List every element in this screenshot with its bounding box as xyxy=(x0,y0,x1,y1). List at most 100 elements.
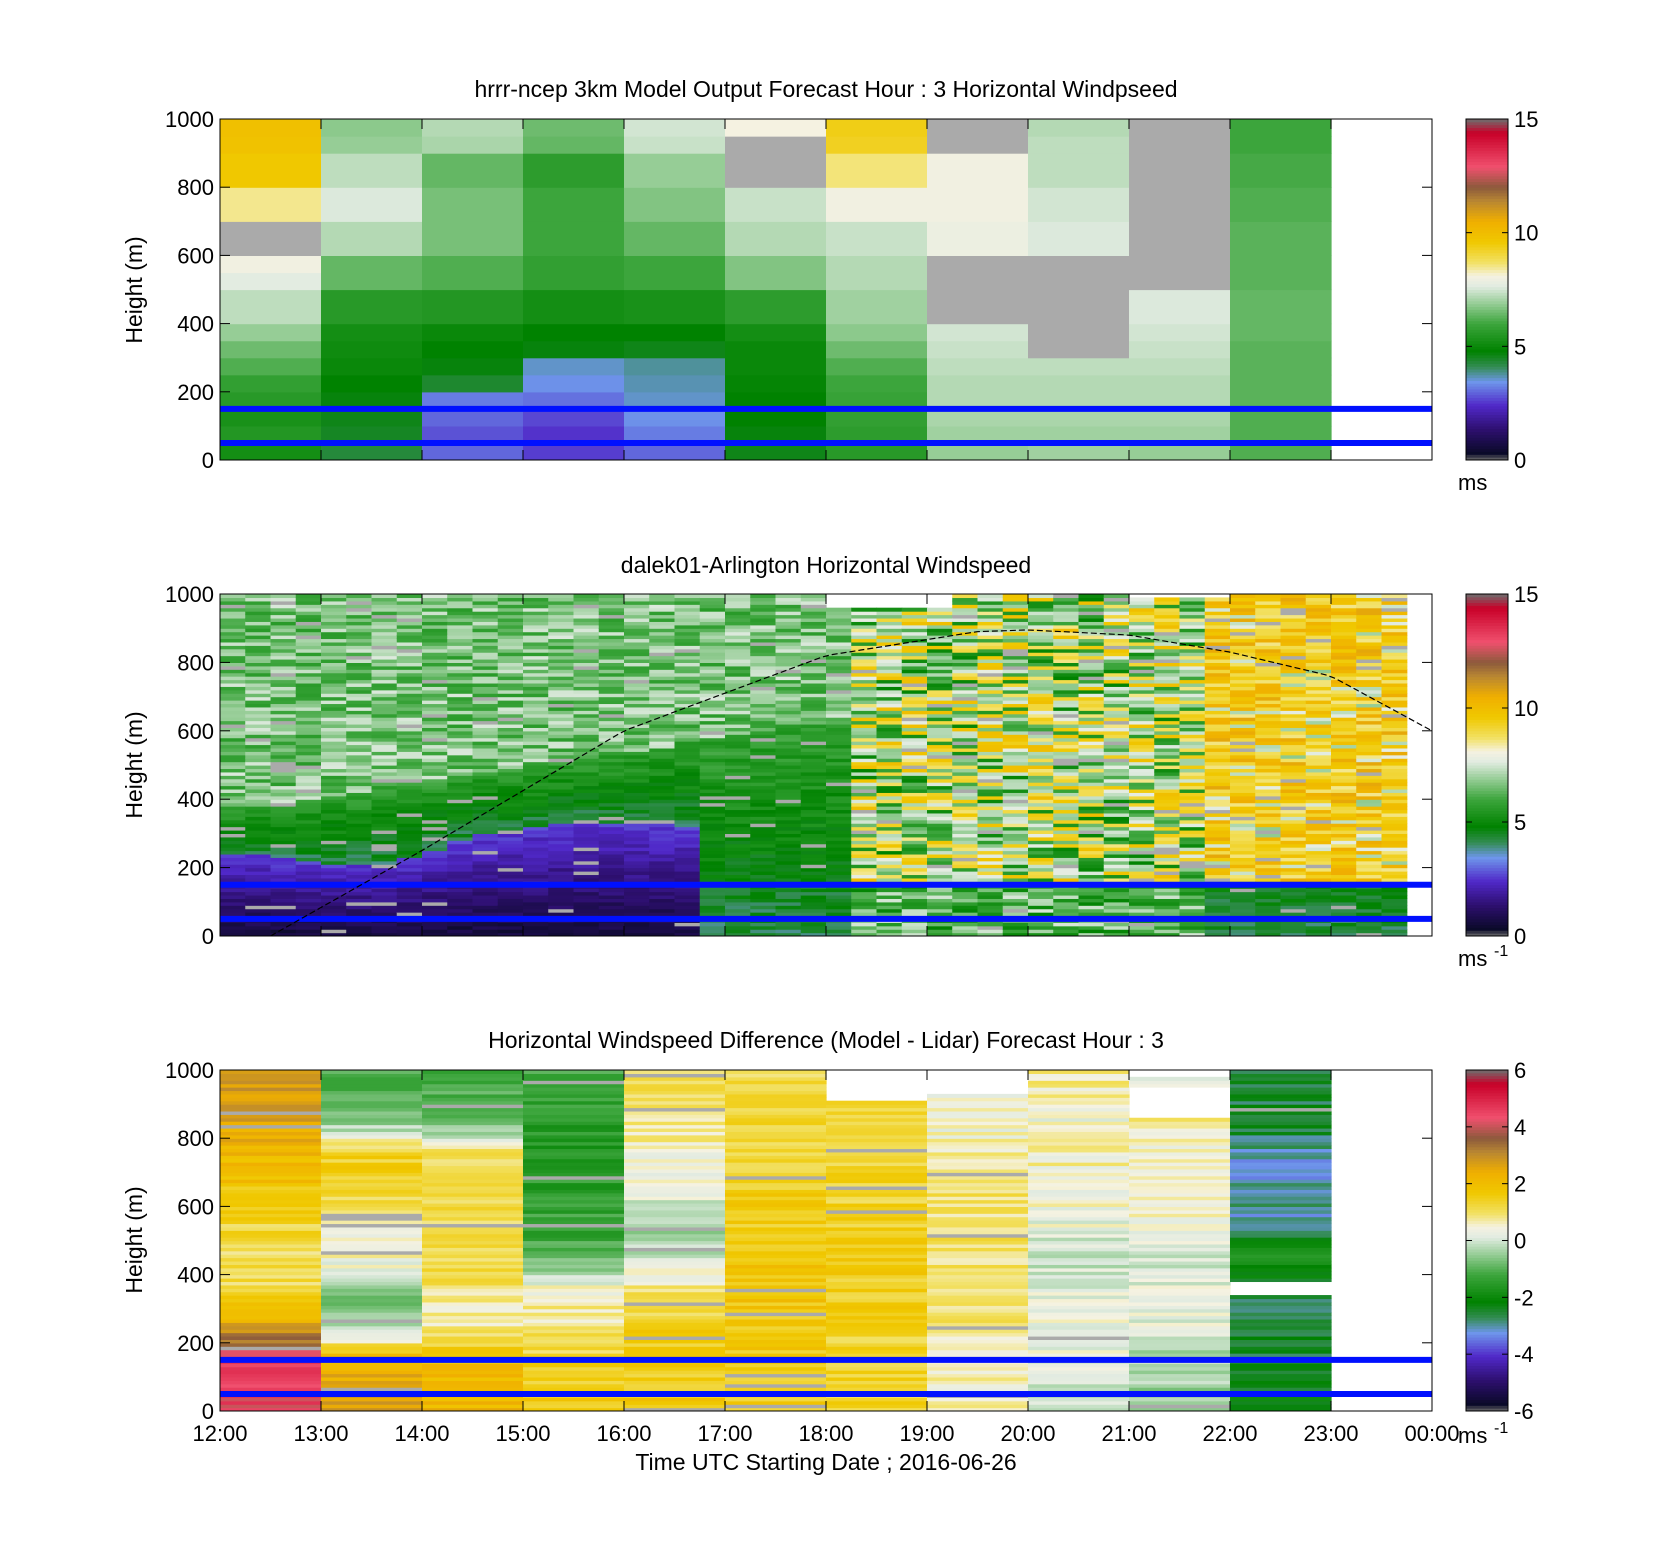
heatmap-cell xyxy=(220,635,246,640)
heatmap-cell xyxy=(977,894,1004,899)
heatmap-cell xyxy=(952,720,979,725)
heatmap-cell xyxy=(396,908,423,913)
heatmap-cell xyxy=(1154,730,1181,735)
heatmap-cell xyxy=(1179,809,1206,814)
heatmap-cell xyxy=(523,425,625,444)
heatmap-cell xyxy=(1179,771,1206,776)
colorbar-segment xyxy=(1466,184,1508,188)
heatmap-cell xyxy=(851,806,878,811)
heatmap-cell xyxy=(775,655,802,660)
heatmap-cell xyxy=(1053,693,1080,698)
heatmap-cell xyxy=(624,391,726,410)
heatmap-cell xyxy=(901,799,928,804)
heatmap-cell xyxy=(826,826,852,831)
heatmap-cell xyxy=(422,600,448,605)
heatmap-cell xyxy=(1002,669,1029,674)
heatmap-cell xyxy=(1154,758,1181,763)
heatmap-cell xyxy=(800,802,827,807)
heatmap-cell xyxy=(245,922,272,927)
heatmap-cell xyxy=(573,847,600,852)
heatmap-cell xyxy=(371,853,398,858)
heatmap-cell xyxy=(649,853,676,858)
heatmap-cell xyxy=(977,717,1004,722)
heatmap-cell xyxy=(1331,894,1357,899)
heatmap-cell xyxy=(977,871,1004,876)
heatmap-cell xyxy=(1204,614,1231,619)
heatmap-cell xyxy=(851,788,878,793)
heatmap-cell xyxy=(220,689,246,694)
heatmap-cell xyxy=(346,741,373,746)
heatmap-cell xyxy=(321,611,347,616)
heatmap-cell xyxy=(523,754,549,759)
heatmap-cell xyxy=(295,720,322,725)
heatmap-cell xyxy=(447,747,474,752)
heatmap-cell xyxy=(321,829,347,834)
heatmap-cell xyxy=(573,782,600,787)
heatmap-cell xyxy=(270,891,297,896)
colorbar-segment xyxy=(1466,332,1508,336)
heatmap-cell xyxy=(649,751,676,756)
heatmap-cell xyxy=(674,778,701,783)
heatmap-cell xyxy=(1230,717,1256,722)
heatmap-cell xyxy=(598,641,625,646)
heatmap-cell xyxy=(1053,836,1080,841)
heatmap-cell xyxy=(447,717,474,722)
heatmap-cell xyxy=(649,717,676,722)
heatmap-cell xyxy=(1103,850,1130,855)
heatmap-cell xyxy=(1255,778,1282,783)
heatmap-cell xyxy=(851,847,878,852)
heatmap-cell xyxy=(447,836,474,841)
heatmap-cell xyxy=(447,628,474,633)
heatmap-cell xyxy=(1305,604,1332,609)
heatmap-cell xyxy=(1331,823,1357,828)
heatmap-cell xyxy=(422,614,448,619)
heatmap-cell xyxy=(371,912,398,917)
heatmap-cell xyxy=(598,662,625,667)
heatmap-cell xyxy=(851,658,878,663)
heatmap-cell xyxy=(775,600,802,605)
heatmap-cell xyxy=(295,799,322,804)
heatmap-cell xyxy=(1381,754,1408,759)
heatmap-cell xyxy=(447,600,474,605)
heatmap-cell xyxy=(497,819,524,824)
heatmap-cell xyxy=(649,614,676,619)
heatmap-cell xyxy=(851,829,878,834)
heatmap-cell xyxy=(901,730,928,735)
heatmap-cell xyxy=(750,628,777,633)
heatmap-cell xyxy=(1230,641,1256,646)
heatmap-cell xyxy=(371,686,398,691)
heatmap-cell xyxy=(775,720,802,725)
heatmap-cell xyxy=(295,737,322,742)
heatmap-cell xyxy=(396,809,423,814)
heatmap-cell xyxy=(624,843,650,848)
heatmap-cell xyxy=(1204,665,1231,670)
heatmap-cell xyxy=(1103,857,1130,862)
heatmap-cell xyxy=(497,703,524,708)
heatmap-cell xyxy=(1356,877,1383,882)
heatmap-cell xyxy=(295,795,322,800)
heatmap-cell xyxy=(270,812,297,817)
colorbar-segment xyxy=(1466,417,1508,421)
heatmap-cell xyxy=(523,357,625,376)
heatmap-cell xyxy=(220,679,246,684)
heatmap-cell xyxy=(295,833,322,838)
heatmap-cell xyxy=(548,853,575,858)
heatmap-cell xyxy=(674,703,701,708)
heatmap-cell xyxy=(750,843,777,848)
heatmap-cell xyxy=(649,768,676,773)
heatmap-cell xyxy=(1129,635,1155,640)
heatmap-cell xyxy=(245,693,272,698)
heatmap-cell xyxy=(1053,826,1080,831)
heatmap-cell xyxy=(1028,823,1054,828)
heatmap-cell xyxy=(371,652,398,657)
heatmap-cell xyxy=(1078,689,1105,694)
colorbar-segment xyxy=(1466,343,1508,347)
heatmap-cell xyxy=(346,628,373,633)
heatmap-cell xyxy=(1204,929,1231,934)
heatmap-cell xyxy=(548,877,575,882)
heatmap-cell xyxy=(750,877,777,882)
heatmap-cell xyxy=(220,662,246,667)
heatmap-cell xyxy=(1331,727,1357,732)
heatmap-cell xyxy=(295,771,322,776)
heatmap-cell xyxy=(396,617,423,622)
